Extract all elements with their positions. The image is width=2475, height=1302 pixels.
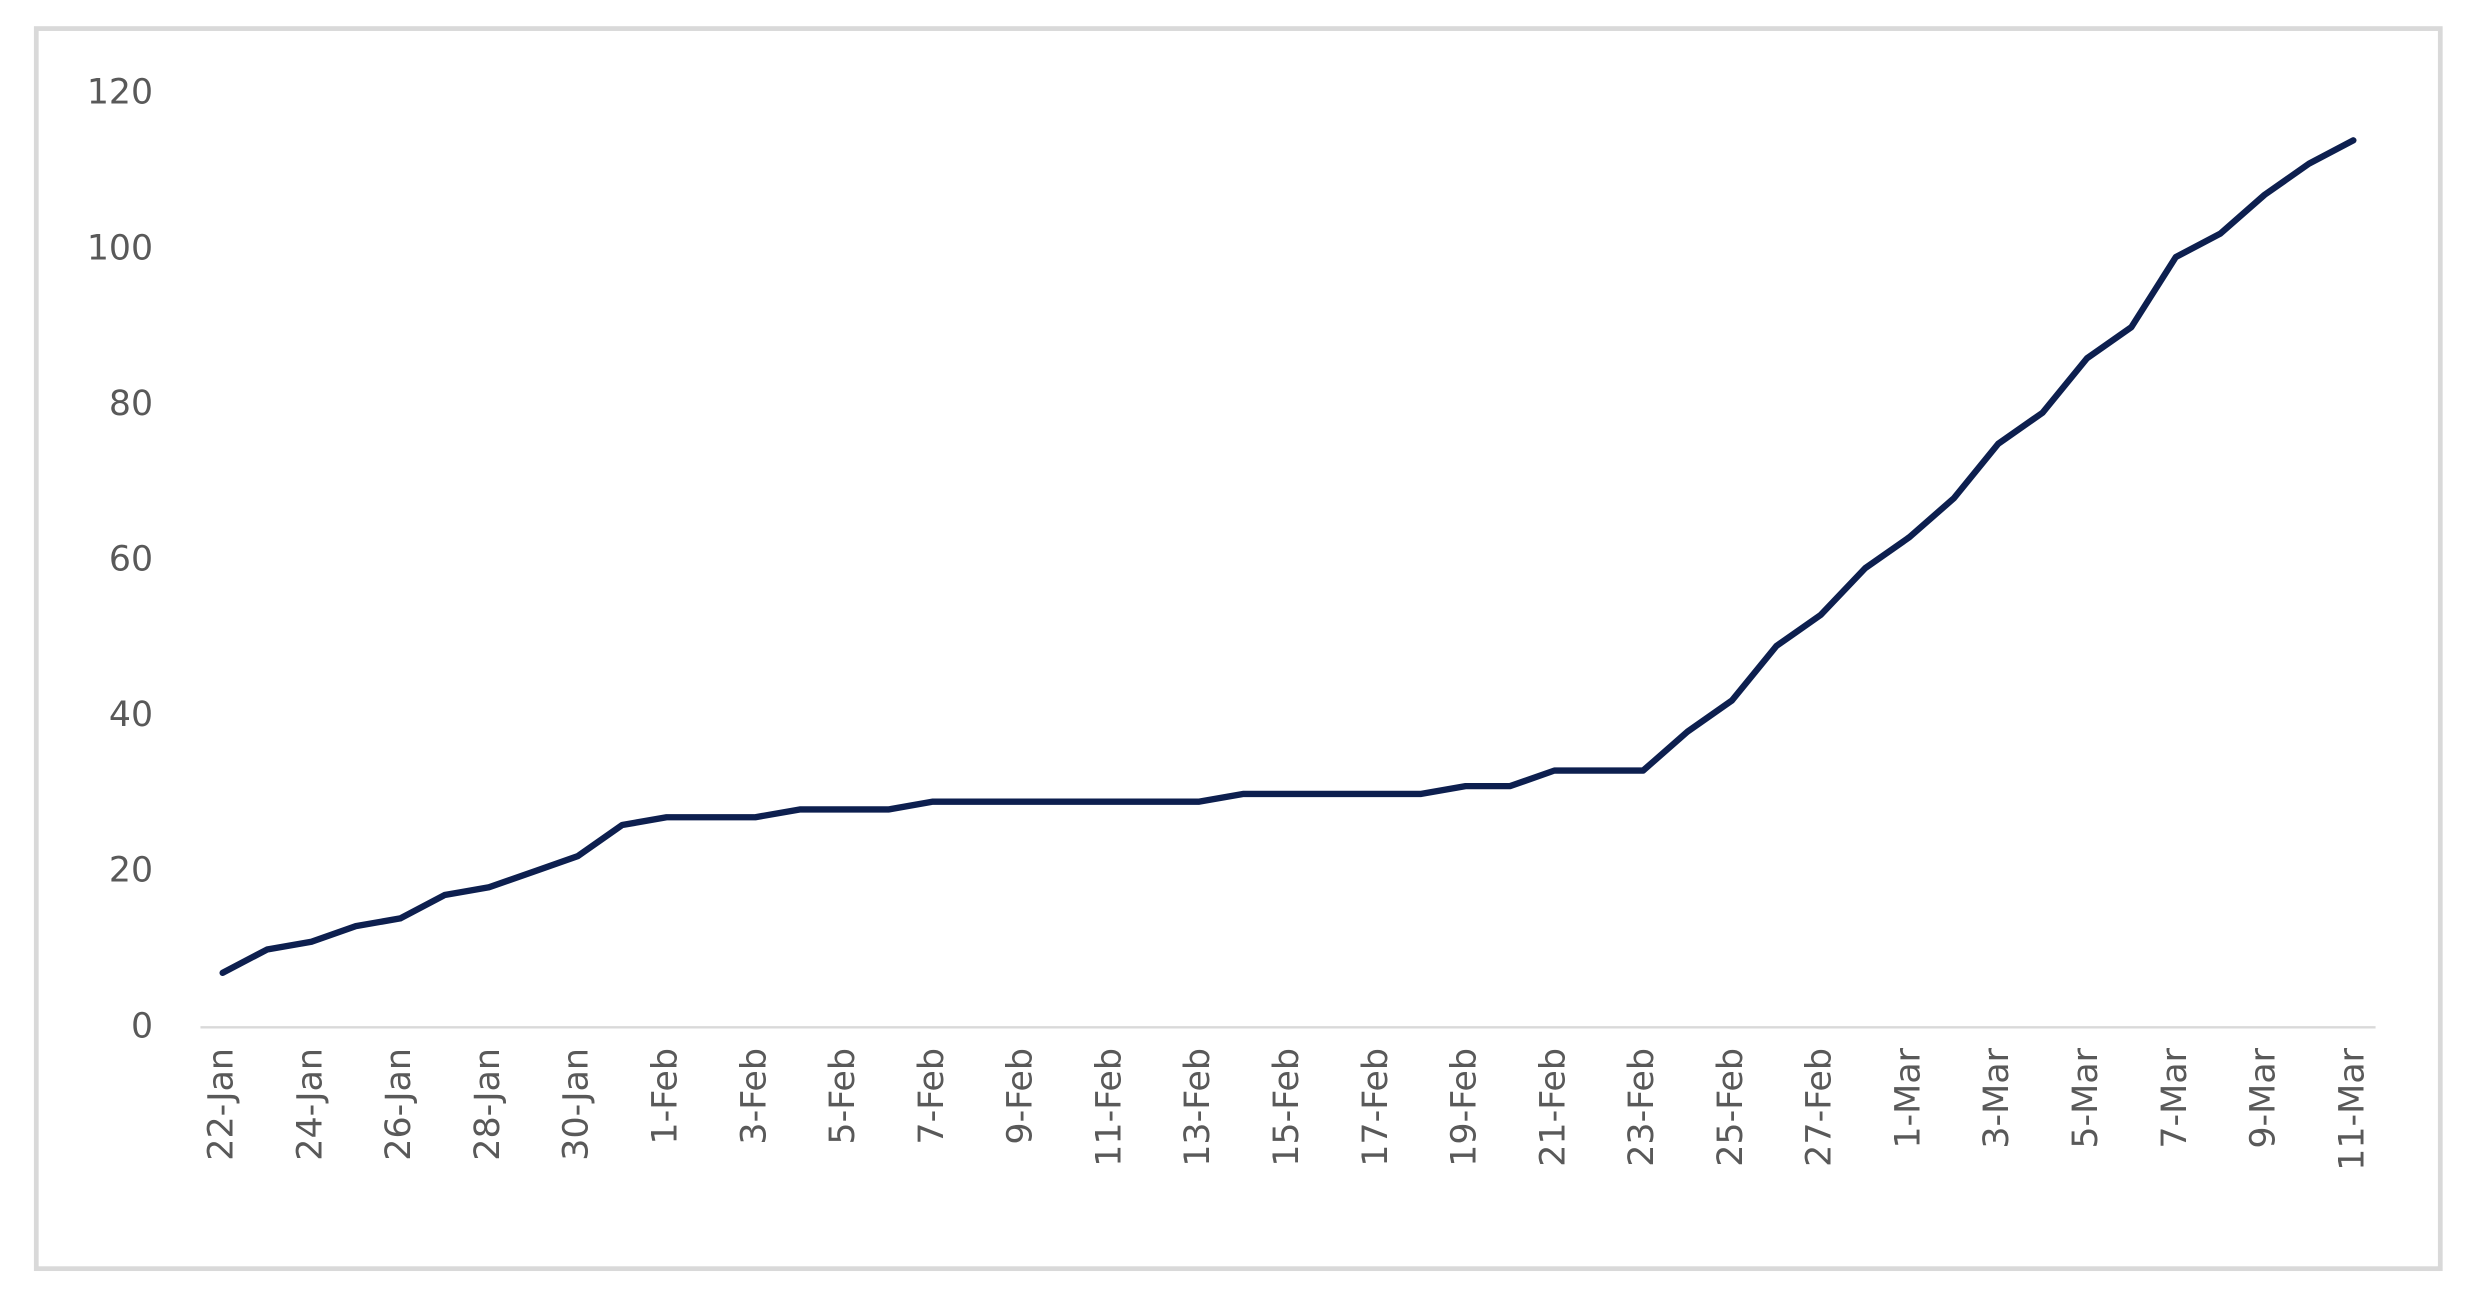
- x-tick-label: 9-Mar: [2244, 1047, 2284, 1148]
- y-tick-label: 0: [131, 1006, 153, 1046]
- x-tick-label: 1-Mar: [1889, 1047, 1929, 1148]
- y-tick-label: 80: [109, 384, 153, 424]
- x-tick-label: 1-Feb: [646, 1048, 686, 1145]
- x-tick-label: 15-Feb: [1267, 1048, 1307, 1167]
- y-tick-label: 120: [87, 73, 153, 113]
- x-tick-label: 17-Feb: [1356, 1048, 1396, 1167]
- y-tick-label: 100: [87, 228, 153, 268]
- x-tick-label: 5-Feb: [823, 1048, 863, 1145]
- x-tick-label: 5-Mar: [2066, 1047, 2106, 1148]
- x-tick-label: 11-Mar: [2332, 1047, 2372, 1171]
- x-tick-label: 22-Jan: [202, 1048, 242, 1161]
- x-tick-label: 27-Feb: [1800, 1048, 1840, 1167]
- x-tick-label: 23-Feb: [1622, 1048, 1662, 1167]
- x-tick-label: 28-Jan: [468, 1048, 508, 1161]
- x-tick-label: 30-Jan: [557, 1048, 597, 1161]
- x-tick-label: 7-Mar: [2155, 1047, 2195, 1148]
- x-tick-label: 19-Feb: [1445, 1048, 1485, 1167]
- x-tick-label: 3-Feb: [734, 1048, 774, 1145]
- x-tick-label: 13-Feb: [1178, 1048, 1218, 1167]
- x-tick-label: 26-Jan: [379, 1048, 419, 1161]
- y-tick-label: 20: [109, 851, 153, 891]
- x-tick-label: 25-Feb: [1711, 1048, 1751, 1167]
- x-tick-label: 11-Feb: [1090, 1048, 1130, 1167]
- line: [219, 137, 2357, 977]
- y-tick-label: 60: [109, 539, 153, 579]
- chart-frame: [33, 26, 2443, 1272]
- x-tick-label: 3-Mar: [1977, 1047, 2017, 1148]
- x-tick-label: 24-Jan: [290, 1048, 330, 1161]
- x-tick-label: 21-Feb: [1533, 1048, 1573, 1167]
- y-tick-label: 40: [109, 695, 153, 735]
- x-tick-label: 9-Feb: [1001, 1048, 1041, 1145]
- x-tick-label: 7-Feb: [912, 1048, 952, 1145]
